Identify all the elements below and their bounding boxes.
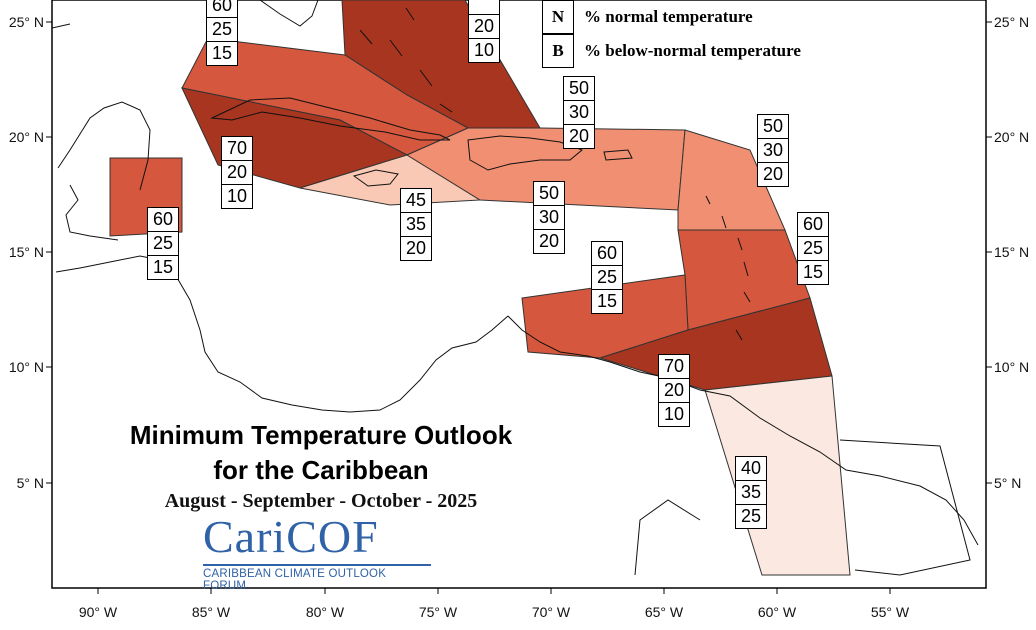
legend-row-normal: N % normal temperature — [542, 0, 753, 34]
lon-label: 75° W — [419, 604, 458, 620]
lon-label: 80° W — [306, 604, 345, 620]
prob-normal: 25 — [207, 17, 237, 41]
legend-row-below: B % below-normal temperature — [542, 34, 801, 68]
coast-puerto-rico — [603, 149, 633, 161]
coast-lesser-antilles — [705, 195, 751, 341]
prob-below: 10 — [469, 38, 499, 62]
prob-box-leeward: 50 30 20 — [757, 114, 789, 187]
prob-normal: 25 — [148, 231, 178, 255]
lat-label: 5° N — [994, 475, 1021, 491]
prob-above: 60 — [596, 243, 618, 263]
prob-box-bahamas: 20 10 — [468, 0, 500, 63]
lon-label: 90° W — [79, 604, 118, 620]
prob-normal: 20 — [659, 378, 689, 402]
prob-box-jamaica: 45 35 20 — [400, 188, 432, 261]
prob-below: 25 — [736, 504, 766, 528]
lat-label: 20° N — [994, 129, 1029, 145]
lon-label: 70° W — [532, 604, 571, 620]
prob-normal: 30 — [564, 100, 594, 124]
map-subtitle: August - September - October - 2025 — [164, 490, 478, 512]
prob-above: 70 — [663, 356, 685, 376]
prob-below: 10 — [222, 184, 252, 208]
prob-above: 50 — [538, 183, 560, 203]
prob-normal: 25 — [592, 265, 622, 289]
prob-normal: 30 — [758, 138, 788, 162]
legend-key: N — [542, 0, 574, 34]
prob-box-cayman: 70 20 10 — [221, 136, 253, 209]
prob-box-guianas: 40 35 25 — [735, 456, 767, 529]
prob-above: 60 — [802, 214, 824, 234]
prob-normal: 30 — [534, 205, 564, 229]
caricof-logo: CariCOF — [203, 511, 379, 562]
coast-jamaica — [352, 169, 399, 187]
prob-above: 60 — [211, 0, 233, 15]
prob-above: 60 — [152, 209, 174, 229]
prob-below: 10 — [659, 402, 689, 426]
map-title-line1: Minimum Temperature Outlook — [129, 420, 513, 450]
prob-below: 15 — [798, 260, 828, 284]
lat-label: 5° N — [17, 475, 44, 491]
prob-below: 20 — [401, 236, 431, 260]
lat-label: 20° N — [9, 129, 44, 145]
prob-normal: 20 — [469, 14, 499, 38]
lat-label: 10° N — [994, 359, 1029, 375]
prob-box-trinidad: 70 20 10 — [658, 354, 690, 427]
prob-box-belize: 60 25 15 — [147, 207, 179, 280]
prob-normal: 25 — [798, 236, 828, 260]
caricof-tagline: CARIBBEAN CLIMATE OUTLOOK FORUM — [203, 564, 431, 592]
legend-label: % normal temperature — [584, 7, 753, 26]
latitude-labels-left: 25° N 20° N 15° N 10° N 5° N — [9, 14, 44, 491]
prob-box-windward: 60 25 15 — [797, 212, 829, 285]
coast-south-america-inland — [634, 439, 971, 576]
map-title-line2: for the Caribbean — [213, 455, 429, 485]
prob-normal: 35 — [401, 212, 431, 236]
prob-box-turks-caicos: 50 30 20 — [563, 76, 595, 149]
prob-above: 50 — [568, 78, 590, 98]
latitude-labels-right: 25° N 20° N 15° N 10° N 5° N — [994, 14, 1029, 491]
prob-box-abc: 60 25 15 — [591, 241, 623, 314]
prob-below: 15 — [148, 255, 178, 279]
prob-below: 20 — [564, 124, 594, 148]
prob-box-cuba: 60 25 15 — [206, 0, 238, 66]
coast-hispaniola — [467, 135, 583, 171]
prob-below: 20 — [758, 162, 788, 186]
lat-label: 25° N — [994, 14, 1029, 30]
legend-key: B — [542, 34, 574, 68]
coast-florida — [259, 0, 319, 27]
coast-bahamas — [359, 7, 453, 113]
lat-label: 15° N — [994, 244, 1029, 260]
prob-above: 45 — [405, 190, 427, 210]
coast-south-america — [507, 315, 979, 546]
prob-below: 20 — [534, 229, 564, 253]
prob-above — [469, 0, 499, 14]
lon-label: 60° W — [758, 604, 797, 620]
prob-above: 70 — [226, 138, 248, 158]
legend-label: % below-normal temperature — [584, 41, 801, 60]
prob-normal: 20 — [222, 160, 252, 184]
lat-label: 10° N — [9, 359, 44, 375]
prob-normal: 35 — [736, 480, 766, 504]
axis-ticks — [46, 21, 992, 594]
prob-above: 40 — [740, 458, 762, 478]
lat-label: 15° N — [9, 244, 44, 260]
prob-box-hispaniola: 50 30 20 — [533, 181, 565, 254]
lon-label: 55° W — [871, 604, 910, 620]
prob-below: 15 — [592, 289, 622, 313]
coast-mexico-yucatan — [51, 23, 151, 241]
coast-cuba — [210, 97, 451, 141]
prob-below: 15 — [207, 41, 237, 65]
lon-label: 85° W — [192, 604, 231, 620]
longitude-labels: 90° W 85° W 80° W 75° W 70° W 65° W 60° … — [79, 604, 910, 620]
lon-label: 65° W — [645, 604, 684, 620]
lat-label: 25° N — [9, 14, 44, 30]
prob-above: 50 — [762, 116, 784, 136]
